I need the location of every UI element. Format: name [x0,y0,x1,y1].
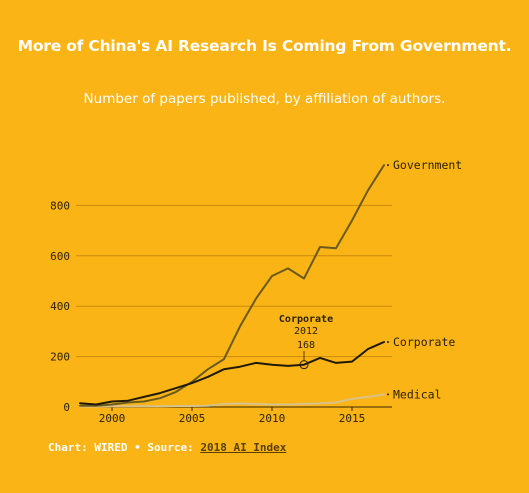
x-tick-label: 2010 [259,412,286,425]
annotation-label: Corporate [279,314,333,325]
series-end-dot [387,164,389,167]
x-tick-label: 2000 [99,412,126,425]
series-line-government [79,164,385,407]
chart-subtitle: Number of papers published, by affiliati… [83,91,446,107]
x-tick-label: 2005 [179,412,206,425]
series-end-dot [387,340,389,343]
series-line-medical [79,393,385,408]
annotation-marker [299,360,309,370]
x-tick-label: 2015 [339,412,366,425]
chart-footer: Chart: WIRED • Source: 2018 AI Index [48,441,286,454]
y-tick-label: 0 [63,401,70,414]
y-tick-label: 400 [50,300,70,313]
chart-title: More of China's AI Research Is Coming Fr… [17,37,512,55]
series-label-medical: Medical [393,387,441,401]
series-line-corporate [79,341,385,406]
y-tick-label: 800 [50,199,70,212]
y-tick-label: 600 [50,250,70,263]
series-label-government: Government [393,158,462,172]
credit-text: Chart: WIRED • Source: [48,441,201,454]
annotation-value: 168 [297,340,315,351]
series-end-dot [387,393,389,396]
y-tick-label: 200 [50,351,70,364]
source-link[interactable]: 2018 AI Index [200,441,287,454]
series-label-corporate: Corporate [393,335,455,349]
annotation-year: 2012 [294,326,318,337]
